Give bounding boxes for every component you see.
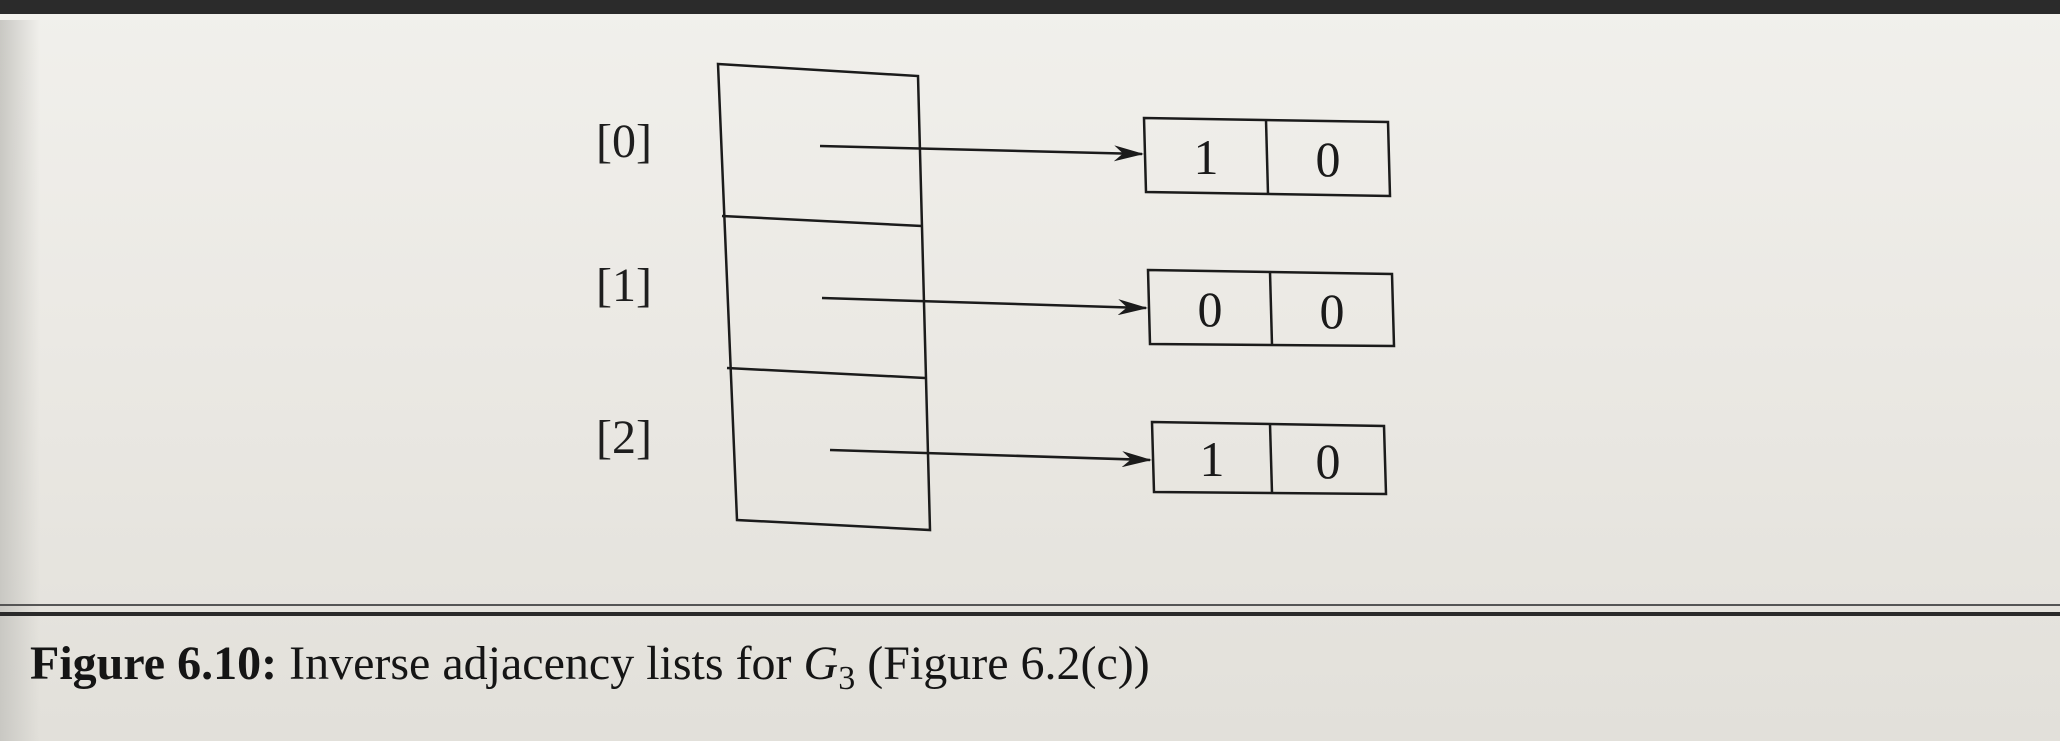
caption-rule-thin [0,604,2060,606]
list-node-2-link: 0 [1316,433,1341,489]
list-node-1-vertex: 0 [1198,281,1223,337]
list-node-1-link: 0 [1320,283,1345,339]
pointer-arrow-1 [821,296,1148,316]
caption-graph-subscript: 3 [838,660,856,697]
list-node-0-vertex: 1 [1194,129,1219,185]
caption-figure-label: Figure 6.10: [30,637,278,690]
row-index-label-2: [2] [596,411,652,464]
list-node-0-divider [1264,119,1270,195]
pointer-arrow-0 [819,144,1144,162]
caption-text: Inverse adjacency lists for [289,637,792,690]
list-node-0 [1142,116,1392,198]
caption-graph-name: G [803,637,839,690]
list-node-1-divider [1268,271,1274,346]
list-node-0-link: 0 [1316,131,1341,187]
row-index-label-1: [1] [596,259,652,312]
list-node-2-vertex: 1 [1200,431,1225,487]
top-rule [0,0,2060,20]
list-node-2-divider [1268,423,1274,494]
pointer-arrow-2 [829,448,1152,468]
caption-rule [0,612,2060,616]
list-node-2 [1150,420,1388,496]
caption-graph-symbol: G3 [803,637,856,697]
caption-figure-ref: (Figure 6.2(c)) [867,637,1150,690]
header-array-divider-2 [726,366,926,380]
page-gutter-shadow [0,0,40,741]
row-index-label-0: [0] [596,115,652,168]
list-node-1 [1146,268,1396,348]
figure-caption: Figure 6.10: Inverse adjacency lists for… [30,637,1150,697]
header-array-divider-1 [721,214,923,228]
